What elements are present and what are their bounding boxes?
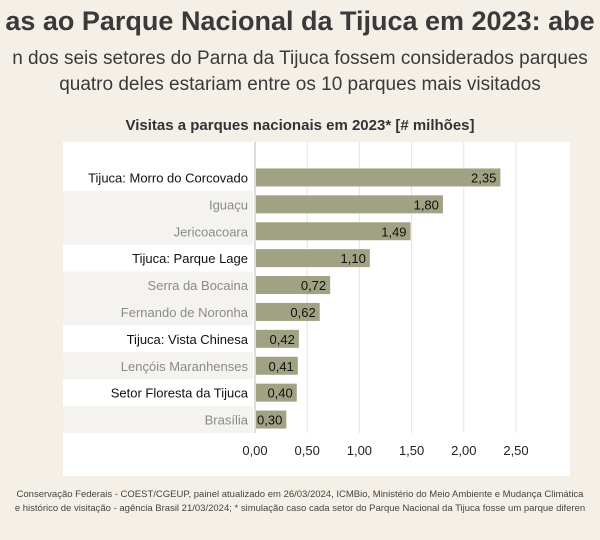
data-label: 0,42	[270, 332, 295, 347]
data-label: 2,35	[471, 170, 496, 185]
bar	[256, 276, 331, 295]
bar	[256, 410, 287, 429]
data-label: 1,49	[381, 224, 406, 239]
row-band	[63, 352, 253, 380]
data-label: 1,10	[341, 251, 366, 266]
category-label: Tijuca: Vista Chinesa	[127, 332, 249, 347]
subtitle-line-2: quatro deles estariam entre os 10 parque…	[59, 74, 541, 95]
data-label: 1,80	[414, 197, 439, 212]
bar	[256, 383, 297, 402]
bar	[256, 195, 443, 214]
bar-chart: 0,00 0,50 1,00 1,50 2,00 2,50 Tijuca: Morro do…	[63, 142, 529, 458]
x-tick-label: 2,00	[451, 443, 476, 458]
subtitle-line-1: n dos seis setores do Parna da Tijuca fo…	[12, 48, 588, 69]
chart-title: Visitas a parques nacionais em 2023* [# …	[125, 117, 475, 134]
category-label: Serra da Bocaina	[148, 278, 249, 293]
data-label: 0,62	[290, 305, 315, 320]
chart-panel: 0,00 0,50 1,00 1,50 2,00 2,50 Tijuca: Morro do…	[63, 142, 570, 476]
category-label: Brasília	[205, 413, 249, 428]
data-label: 0,40	[267, 386, 292, 401]
bar	[256, 302, 320, 321]
bar	[256, 356, 298, 375]
x-tick-label: 0,00	[242, 443, 267, 458]
row-band	[63, 298, 253, 326]
bar	[256, 329, 299, 348]
source-line-1: Conservação Federais - COEST/CGEUP, pain…	[16, 489, 584, 500]
bar	[256, 168, 501, 187]
x-tick-label: 1,00	[347, 443, 372, 458]
data-label: 0,30	[257, 413, 282, 428]
category-label: Iguaçu	[209, 197, 248, 212]
category-label: Tijuca: Parque Lage	[132, 251, 248, 266]
bar	[256, 249, 370, 268]
row-band	[63, 190, 253, 218]
data-label: 0,72	[301, 278, 326, 293]
x-tick-label: 0,50	[295, 443, 320, 458]
bar	[256, 222, 411, 241]
row-band	[63, 271, 253, 299]
source-line-2: e histórico de visitação - agência Brasi…	[14, 503, 586, 514]
category-label: Lençóis Maranhenses	[121, 359, 249, 374]
data-label: 0,41	[268, 359, 293, 374]
page-title: as ao Parque Nacional da Tijuca em 2023:…	[5, 6, 595, 36]
row-band	[63, 217, 253, 245]
category-label: Fernando de Noronha	[121, 305, 249, 320]
row-band	[63, 406, 253, 433]
category-label: Jericoacoara	[174, 224, 249, 239]
x-tick-label: 1,50	[399, 443, 424, 458]
x-tick-label: 2,50	[503, 443, 528, 458]
category-label: Setor Floresta da Tijuca	[111, 386, 249, 401]
category-label: Tijuca: Morro do Corcovado	[88, 170, 248, 185]
